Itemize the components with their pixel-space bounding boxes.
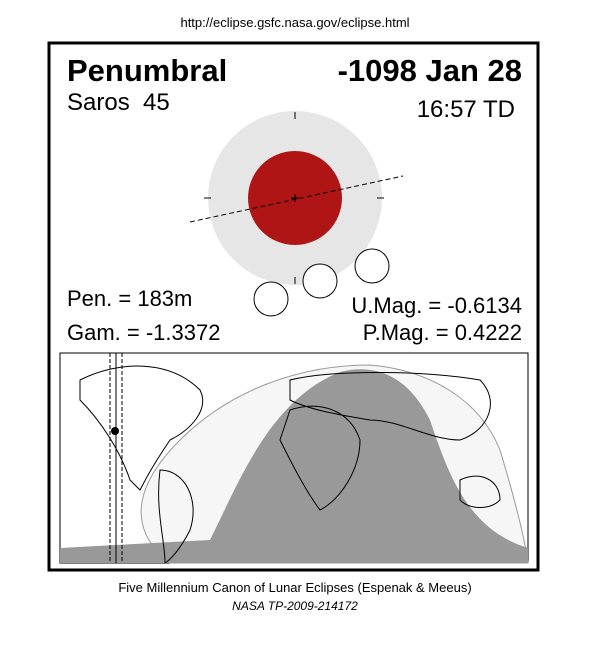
australia <box>459 475 501 508</box>
time: 16:57 TD <box>417 96 515 123</box>
moon-path <box>189 175 404 223</box>
moon <box>354 248 390 284</box>
north-america <box>79 365 204 491</box>
footer-reference: NASA TP-2009-214172 <box>232 599 358 613</box>
saros: Saros 45 <box>67 89 170 116</box>
penumbral-magnitude: P.Mag. = 0.4222 <box>363 320 522 345</box>
eclipse-geometry <box>189 111 404 317</box>
africa <box>279 405 361 511</box>
footer-credit: Five Millennium Canon of Lunar Eclipses … <box>118 580 471 595</box>
gamma: Gam. = -1.3372 <box>67 320 220 345</box>
south-america <box>158 469 194 564</box>
greatest-eclipse-point <box>111 427 119 435</box>
eclipse-type: Penumbral <box>67 53 227 88</box>
pen-duration: Pen. = 183m <box>67 286 192 311</box>
eclipse-date: -1098 Jan 28 <box>338 53 522 88</box>
eurasia <box>289 372 491 441</box>
url: http://eclipse.gsfc.nasa.gov/eclipse.htm… <box>180 15 409 30</box>
moon <box>302 263 338 299</box>
moon <box>253 281 289 317</box>
umbral-magnitude: U.Mag. = -0.6134 <box>351 293 522 318</box>
world-map <box>59 352 529 564</box>
